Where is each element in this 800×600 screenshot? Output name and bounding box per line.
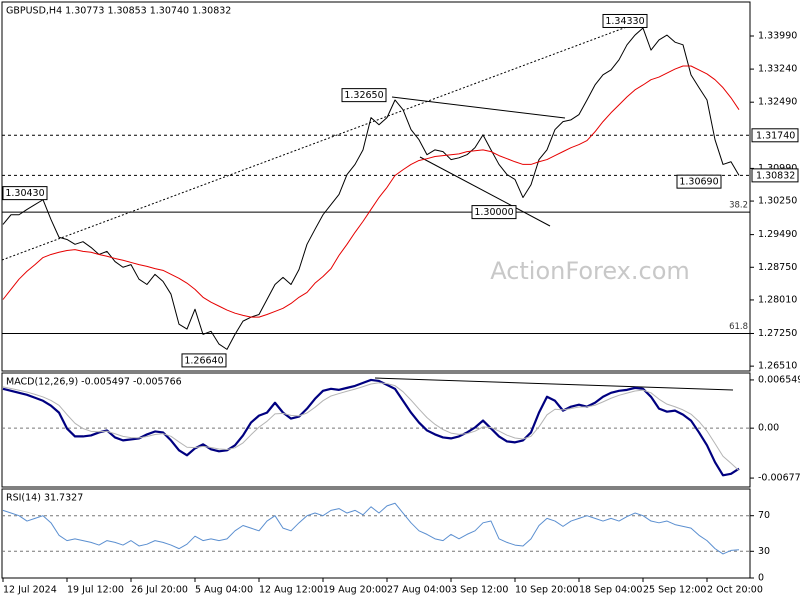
trend-line [419,156,551,227]
y-tick-label: 1.28010 [758,294,797,305]
price-level-box [751,128,799,143]
panel-title: RSI(14) 31.7327 [6,493,83,504]
y-tick-label: 70 [758,510,770,521]
y-tick-label: 0.00 [758,423,779,434]
y-tick-label: 1.26510 [758,361,797,372]
x-tick-label: 12 Jul 2024 [3,585,57,596]
y-tick-label: 30 [758,546,770,557]
price-level-label: 1.31740 [756,130,795,141]
price-level-box [751,168,799,183]
series-line [2,382,740,472]
panel-title: MACD(12,26,9) -0.005497 -0.005766 [6,377,182,388]
x-tick-label: 27 Aug 04:00 [387,585,451,596]
series-line [2,65,740,318]
y-tick-label: 1.33240 [758,64,797,75]
x-tick-label: 25 Sep 12:00 [643,585,706,596]
x-tick-label: 3 Sep 12:00 [451,585,508,596]
annotation-box [181,353,227,368]
annotation-box [602,13,648,28]
annotation-box [471,205,517,220]
y-tick-label: 1.28750 [758,262,797,273]
trend-line [391,96,566,119]
x-tick-label: 19 Jul 12:00 [67,585,124,596]
x-tick-label: 2 Oct 20:00 [707,585,763,596]
fib-label: 38.2 [729,201,748,211]
annotation-box [2,186,48,201]
annotation-label: 1.30000 [474,207,513,218]
y-tick-label: -0.006778 [758,473,800,484]
fib-label: 61.8 [729,322,748,332]
y-tick-label: 1.30250 [758,196,797,207]
x-tick-label: 10 Sep 20:00 [515,585,578,596]
panel [1,372,751,488]
trend-line [374,377,734,391]
watermark: ActionForex.com [490,257,690,285]
annotation-label: 1.30690 [679,177,718,188]
y-tick-label: 1.27250 [758,328,797,339]
trend-line [1,21,641,261]
y-tick-label: 1.32490 [758,97,797,108]
y-tick-label: 0.006549 [758,374,800,385]
annotation-label: 1.34330 [605,16,644,27]
annotation-label: 1.30430 [5,188,44,199]
price-level-label: 1.30832 [756,170,795,181]
annotation-box [676,174,722,189]
annotation-label: 1.26640 [184,355,223,366]
x-tick-label: 19 Aug 20:00 [323,585,387,596]
panel [1,1,751,372]
series-line [2,502,740,555]
panel [1,488,751,579]
series-line [2,378,740,477]
series-line [2,27,740,350]
x-tick-label: 26 Jul 20:00 [131,585,188,596]
annotation-box [341,88,387,103]
panel-title: GBPUSD,H4 1.30773 1.30853 1.30740 1.3083… [6,6,231,17]
annotation-label: 1.32650 [344,90,383,101]
y-tick-label: 0 [758,573,764,584]
y-tick-label: 1.29490 [758,229,797,240]
x-tick-label: 18 Sep 04:00 [579,585,642,596]
y-tick-label: 1.33990 [758,30,797,41]
x-tick-label: 12 Aug 12:00 [259,585,323,596]
x-tick-label: 5 Aug 04:00 [195,585,253,596]
